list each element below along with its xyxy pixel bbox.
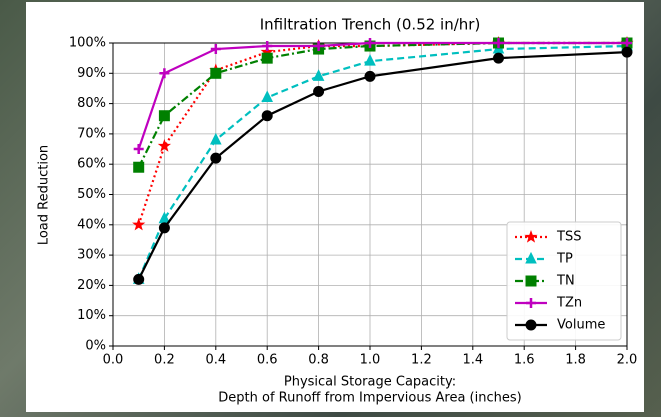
x-tick-label: 1.4 [462,353,483,368]
y-tick-label: 50% [77,187,106,202]
x-tick-label: 0.4 [205,353,226,368]
x-tick-label: 1.2 [411,353,432,368]
y-tick-label: 20% [77,278,106,293]
marker [493,38,504,48]
x-tick-label: 1.8 [565,353,586,368]
marker [262,41,273,52]
marker [261,52,273,64]
marker [365,38,375,48]
marker [209,132,222,145]
x-tick-label: 0.8 [308,353,329,368]
x-axis-label: Physical Storage Capacity: [284,375,456,390]
x-axis-label: Depth of Runoff from Impervious Area (in… [218,391,521,406]
marker [261,90,274,103]
legend-marker [525,275,537,287]
figure-background [26,2,644,412]
legend-label: Volume [557,318,605,333]
marker [364,70,376,82]
x-tick-label: 1.0 [360,353,381,368]
x-tick-label: 0.6 [257,353,278,368]
y-tick-label: 80% [77,96,106,111]
y-axis-label: Load Reduction [37,145,52,245]
y-tick-label: 10% [77,308,106,323]
marker [132,217,146,231]
marker [622,38,632,48]
marker [210,152,222,164]
marker [621,46,633,58]
marker [210,44,221,55]
marker [158,110,170,122]
marker [133,273,145,285]
marker [133,144,144,155]
marker [133,161,145,173]
y-tick-label: 60% [77,157,106,172]
chart-title: Infiltration Trench (0.52 in/hr) [260,16,481,34]
marker [364,54,376,66]
legend-label: TP [556,252,573,267]
series-line [137,50,628,280]
y-tick-label: 0% [85,339,106,354]
y-tick-label: 70% [77,126,106,141]
marker [159,68,170,79]
y-tick-label: 90% [77,66,106,81]
marker [312,69,325,81]
y-tick-label: 30% [77,248,106,263]
x-tick-label: 2.0 [617,353,638,368]
x-tick-label: 1.6 [514,353,535,368]
series-line [137,41,627,150]
legend-label: TZn [556,296,582,311]
marker [210,67,222,79]
legend-marker [525,251,537,264]
series-line [137,44,628,280]
x-tick-label: 0.2 [154,353,175,368]
marker [261,110,273,122]
x-tick-label: 0.0 [103,353,124,368]
marker [158,222,170,234]
marker [157,138,172,152]
marker [313,41,324,52]
marker [313,85,325,97]
y-tick-label: 100% [69,36,106,51]
legend-box [506,221,622,341]
legend-marker [524,229,538,243]
legend-label: TN [556,274,575,289]
legend-marker [525,319,537,331]
legend-label: TSS [556,230,581,245]
y-tick-label: 40% [77,217,106,232]
legend-marker [526,298,536,308]
marker [493,52,504,64]
